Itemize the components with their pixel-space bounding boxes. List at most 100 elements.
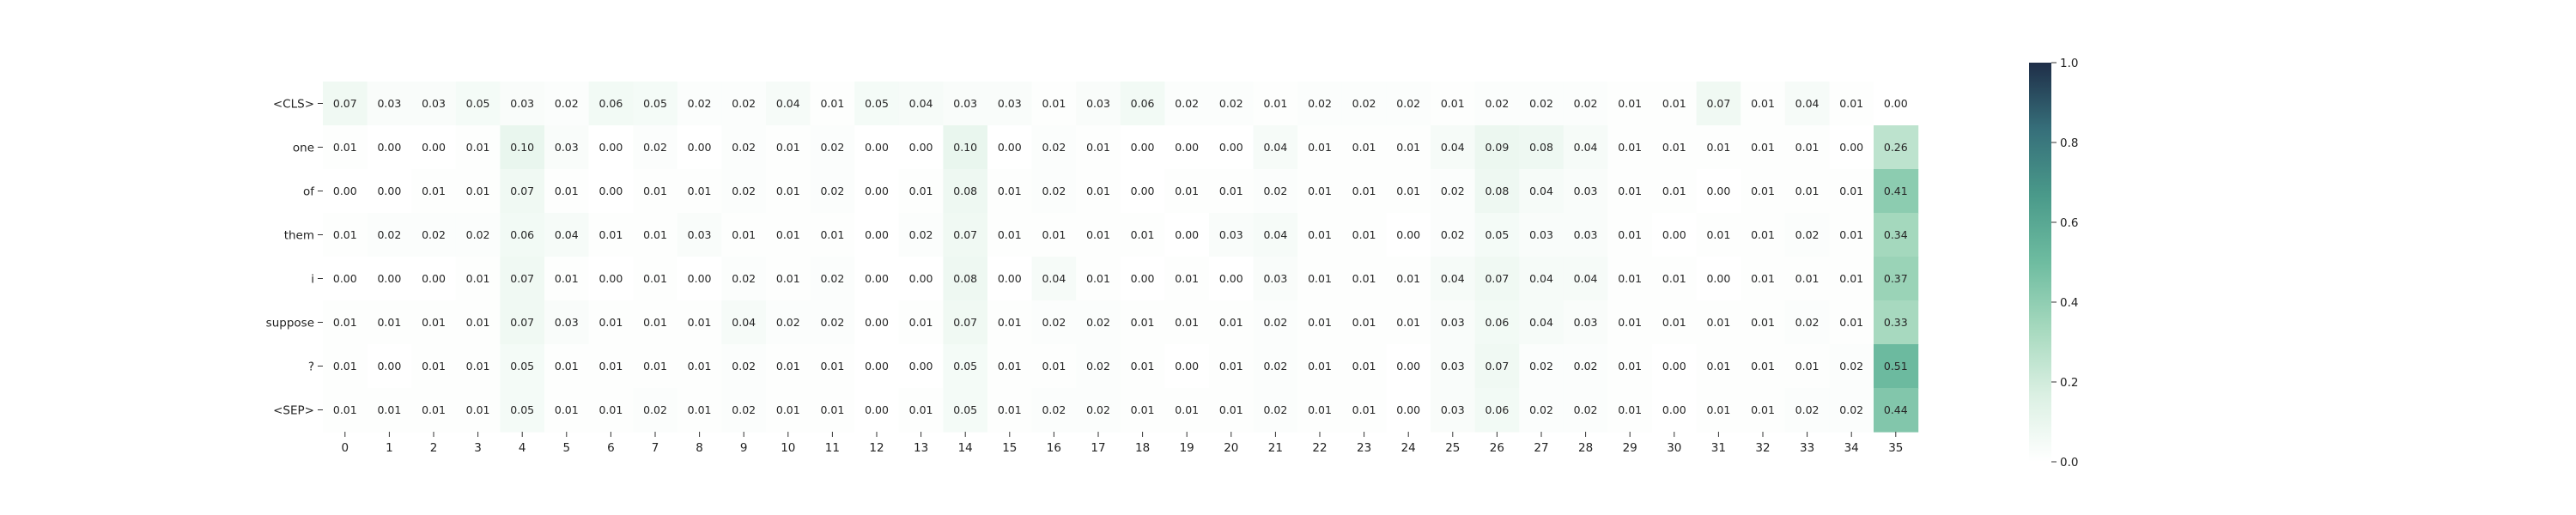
heatmap-cell: [1829, 300, 1874, 345]
heatmap-cell: [1696, 300, 1741, 345]
heatmap-cell-label: 0.02: [1795, 228, 1820, 241]
heatmap-cell-label: 0.00: [865, 360, 889, 373]
heatmap-cell-label: 0.10: [510, 141, 534, 154]
heatmap-cell-label: 0.01: [555, 272, 579, 285]
heatmap-cell: [721, 388, 767, 433]
heatmap-cell: [1652, 169, 1698, 214]
heatmap-cell-label: 0.02: [377, 228, 401, 241]
x-tick-label: 32: [1755, 441, 1770, 455]
heatmap-cell-label: 0.01: [776, 272, 800, 285]
heatmap-cell-label: 0.01: [1308, 316, 1332, 329]
heatmap-cell: [1297, 344, 1343, 389]
x-tick-label: 28: [1578, 441, 1593, 455]
heatmap-cell: [588, 344, 634, 389]
heatmap-cell: [1741, 213, 1786, 258]
heatmap-cell-label: 0.01: [820, 360, 844, 373]
heatmap-cell: [898, 125, 944, 170]
heatmap-cell: [1784, 388, 1830, 433]
heatmap-cell: [544, 257, 590, 301]
y-tick-label: i: [311, 273, 314, 287]
x-tick-label: 7: [652, 441, 659, 455]
heatmap-cell: [1341, 300, 1387, 345]
heatmap-cell-label: 0.02: [555, 97, 579, 110]
heatmap-cell: [1784, 125, 1830, 170]
heatmap-cell: [1386, 169, 1431, 214]
x-tick-label: 9: [740, 441, 748, 455]
x-tick-label: 5: [563, 441, 571, 455]
heatmap-cell-label: 0.02: [776, 316, 800, 329]
heatmap-cell-label: 0.00: [1131, 185, 1155, 197]
heatmap-cell-label: 0.02: [1263, 185, 1287, 197]
heatmap-cell: [1519, 82, 1564, 126]
heatmap-cell: [1209, 257, 1255, 301]
heatmap-cell: [633, 213, 678, 258]
heatmap-cell-label: 0.01: [333, 228, 357, 241]
y-tick-label: suppose: [266, 317, 314, 330]
heatmap-cell: [1784, 344, 1830, 389]
heatmap-cell-label: 0.01: [776, 185, 800, 197]
heatmap-cell: [721, 344, 767, 389]
heatmap-cell: [1076, 213, 1121, 258]
heatmap-cell: [411, 213, 457, 258]
heatmap-cell: [588, 82, 634, 126]
heatmap-cell: [1563, 344, 1608, 389]
heatmap-cell: [1341, 125, 1387, 170]
heatmap-cell-label: 0.03: [1574, 316, 1598, 329]
heatmap-cell: [810, 125, 855, 170]
heatmap-cell-label: 0.01: [1263, 97, 1287, 110]
heatmap-cell-label: 0.01: [466, 360, 490, 373]
heatmap-cell: [898, 344, 944, 389]
heatmap-cell: [1341, 169, 1387, 214]
heatmap-cell-label: 0.03: [510, 97, 534, 110]
heatmap-cell: [1431, 300, 1476, 345]
heatmap-cell: [987, 300, 1033, 345]
heatmap-cell-label: 0.00: [422, 272, 446, 285]
heatmap-cell-label: 0.01: [333, 403, 357, 416]
heatmap-cell-label: 0.05: [510, 360, 534, 373]
heatmap-cell-label: 0.00: [1396, 403, 1420, 416]
heatmap-cell: [1519, 257, 1564, 301]
heatmap-cell-label: 0.04: [1441, 272, 1465, 285]
heatmap-cell: [455, 213, 501, 258]
heatmap-cell-label: 0.01: [1706, 228, 1730, 241]
heatmap-cell: [721, 125, 767, 170]
x-tick-label: 1: [386, 441, 393, 455]
heatmap-cell: [677, 257, 722, 301]
heatmap-cell: [1386, 388, 1431, 433]
heatmap-cell-label: 0.01: [688, 316, 712, 329]
heatmap-cell: [1031, 82, 1077, 126]
heatmap-cell: [1607, 388, 1653, 433]
heatmap-cell-label: 0.00: [377, 360, 401, 373]
heatmap-cell-label: 0.01: [1839, 316, 1863, 329]
heatmap-cell: [1563, 169, 1608, 214]
heatmap-cell: [1696, 169, 1741, 214]
heatmap-cell: [1031, 388, 1077, 433]
heatmap-cell: [500, 213, 545, 258]
heatmap-cell-label: 0.01: [1042, 97, 1066, 110]
heatmap-cell-label: 0.01: [643, 272, 667, 285]
heatmap-cell: [367, 300, 412, 345]
heatmap-cell-label: 0.02: [1574, 403, 1598, 416]
heatmap-cell-label: 0.01: [1618, 316, 1642, 329]
heatmap-cell-label: 0.04: [1574, 272, 1598, 285]
heatmap-cell: [500, 344, 545, 389]
heatmap-cell: [1164, 169, 1210, 214]
heatmap-cell: [1253, 300, 1298, 345]
heatmap-cell: [323, 300, 368, 345]
heatmap-cell-label: 0.00: [1662, 360, 1686, 373]
heatmap-cell-label: 0.00: [377, 141, 401, 154]
heatmap-cell-label: 0.03: [1441, 316, 1465, 329]
heatmap-cell-labels: 0.07 0.03 0.03 0.05 0.03 0.02 0.06 0.05 0.02 0.02…: [333, 97, 1908, 416]
heatmap-cell-label: 0.03: [555, 316, 579, 329]
heatmap-cell-label: 0.02: [1529, 360, 1553, 373]
heatmap-cell: [500, 82, 545, 126]
heatmap-cell: [1431, 344, 1476, 389]
heatmap-cell-label: 0.04: [1529, 272, 1553, 285]
heatmap-cell-label: 0.02: [732, 272, 756, 285]
heatmap-cell-label: 0.01: [1086, 272, 1110, 285]
heatmap-cell: [1297, 388, 1343, 433]
heatmap-cell: [455, 388, 501, 433]
x-tick-label: 16: [1047, 441, 1061, 455]
heatmap-cell: [1607, 169, 1653, 214]
heatmap-cell: [1297, 169, 1343, 214]
